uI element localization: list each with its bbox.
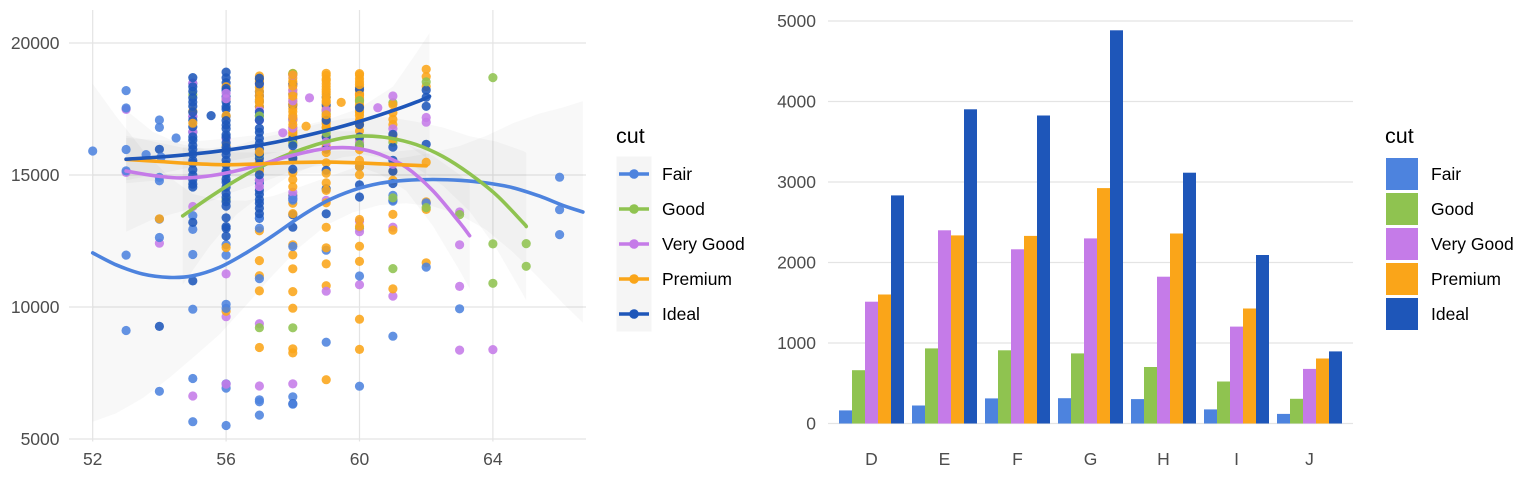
svg-text:2000: 2000: [777, 253, 816, 273]
svg-text:Premium: Premium: [662, 269, 732, 289]
svg-text:20000: 20000: [11, 33, 60, 53]
svg-text:Ideal: Ideal: [1431, 304, 1469, 324]
svg-text:E: E: [939, 449, 951, 469]
svg-text:F: F: [1012, 449, 1023, 469]
svg-text:5000: 5000: [777, 11, 816, 31]
svg-text:H: H: [1157, 449, 1170, 469]
svg-text:Ideal: Ideal: [662, 304, 700, 324]
svg-text:cut: cut: [616, 124, 645, 148]
svg-text:I: I: [1234, 449, 1239, 469]
svg-text:Very Good: Very Good: [662, 234, 745, 254]
svg-text:Good: Good: [1431, 199, 1474, 219]
svg-text:J: J: [1305, 449, 1314, 469]
svg-text:Premium: Premium: [1431, 269, 1501, 289]
svg-text:D: D: [865, 449, 878, 469]
svg-text:1000: 1000: [777, 333, 816, 353]
svg-text:64: 64: [483, 449, 503, 469]
svg-text:52: 52: [83, 449, 102, 469]
svg-text:56: 56: [216, 449, 235, 469]
svg-text:Fair: Fair: [1431, 164, 1461, 184]
svg-text:0: 0: [806, 414, 816, 434]
svg-text:60: 60: [350, 449, 370, 469]
svg-text:G: G: [1084, 449, 1098, 469]
svg-text:5000: 5000: [21, 429, 60, 449]
svg-text:Good: Good: [662, 199, 705, 219]
svg-text:Very Good: Very Good: [1431, 234, 1514, 254]
svg-text:15000: 15000: [11, 165, 60, 185]
svg-text:cut: cut: [1385, 124, 1414, 148]
svg-text:10000: 10000: [11, 297, 60, 317]
svg-text:3000: 3000: [777, 172, 816, 192]
svg-text:Fair: Fair: [662, 164, 692, 184]
svg-text:4000: 4000: [777, 92, 816, 112]
